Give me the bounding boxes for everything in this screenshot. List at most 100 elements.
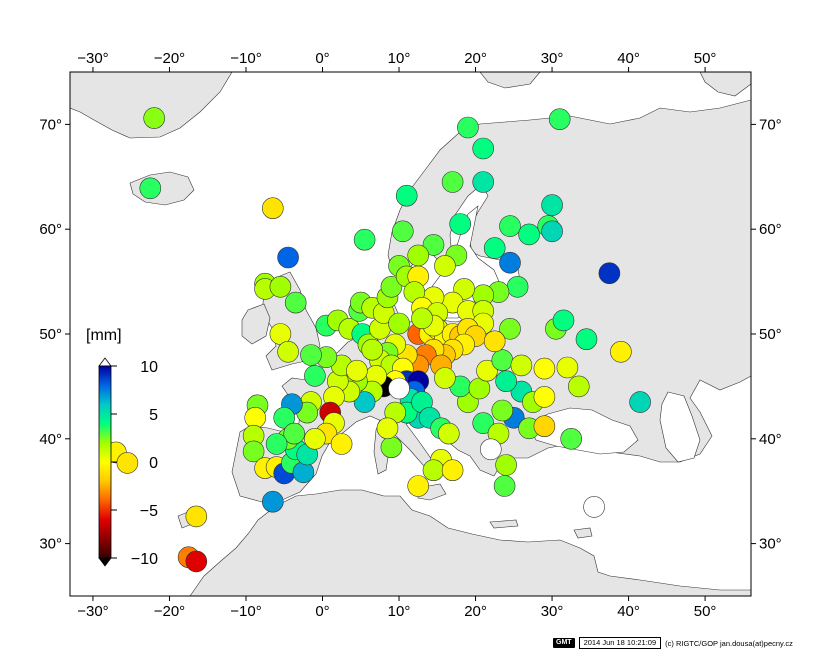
station-marker <box>143 107 165 129</box>
station-marker <box>506 275 529 298</box>
station-marker <box>575 328 598 351</box>
colorbar-tick-label: −10 <box>131 551 158 568</box>
station-marker <box>583 496 605 518</box>
station-marker <box>437 422 460 445</box>
lon-label-top: 20° <box>464 50 487 67</box>
axis-ticks: −30° −30° −20° −20° −10° −10° 0° 0° 10° 10° 20° 20°… <box>39 50 781 620</box>
lat-label-left: 40° <box>39 431 62 448</box>
station-marker <box>434 367 456 389</box>
station-marker <box>541 220 563 243</box>
station-marker <box>472 171 495 193</box>
lon-label-top: 10° <box>388 50 411 67</box>
colorbar-lower-arrow <box>98 557 112 567</box>
station-marker <box>353 391 376 413</box>
station-marker <box>610 340 632 363</box>
station-marker <box>388 377 410 400</box>
station-marker <box>598 262 621 285</box>
station-marker <box>483 237 506 259</box>
station-marker <box>353 228 376 251</box>
station-marker <box>441 171 464 193</box>
lon-label-bottom: −30° <box>77 603 108 620</box>
station-marker <box>472 137 495 160</box>
lon-label-bottom: 0° <box>315 603 329 620</box>
lon-label-bottom: −10° <box>230 603 261 620</box>
crete <box>489 519 519 529</box>
station-marker <box>533 415 556 438</box>
lat-label-left: 60° <box>39 221 62 238</box>
lat-label-left: 70° <box>39 116 62 133</box>
colorbar: [mm] 10 5 0 −5 −10 <box>86 327 158 568</box>
station-marker <box>541 194 563 216</box>
timestamp: 2014 Jun 18 10:21:09 <box>578 637 662 649</box>
station-marker <box>560 427 583 450</box>
station-marker <box>499 317 521 340</box>
lat-label-right: 50° <box>759 326 782 343</box>
lon-label-bottom: −20° <box>154 603 185 620</box>
station-marker <box>434 255 456 277</box>
station-marker <box>495 370 517 393</box>
station-marker <box>476 359 498 382</box>
station-marker <box>407 475 430 497</box>
station-marker <box>261 197 284 219</box>
station-marker <box>493 475 516 497</box>
colorbar-tick-label: 0 <box>149 455 158 472</box>
station-marker <box>346 359 368 382</box>
station-marker <box>300 344 322 366</box>
lat-label-right: 30° <box>759 536 782 553</box>
station-marker <box>533 386 556 408</box>
caspian-sea <box>659 391 701 463</box>
station-markers <box>105 107 651 573</box>
station-marker <box>304 365 326 387</box>
colorbar-tick-label: 10 <box>140 359 158 376</box>
station-marker <box>533 357 556 380</box>
station-marker <box>411 307 433 330</box>
station-marker <box>330 433 353 455</box>
lat-label-left: 30° <box>39 536 62 553</box>
station-marker <box>472 412 495 434</box>
station-marker <box>457 116 479 139</box>
station-marker <box>491 349 514 372</box>
lat-label-right: 40° <box>759 431 782 448</box>
station-marker <box>242 440 265 463</box>
station-marker <box>548 108 571 130</box>
station-marker <box>552 309 575 332</box>
footer-credit: GMT 2014 Jun 18 10:21:09 (c) RIGTC/GOP j… <box>553 637 793 649</box>
black-sea <box>527 407 639 455</box>
station-marker <box>185 550 208 573</box>
station-marker <box>391 220 414 243</box>
station-marker <box>499 215 521 237</box>
station-marker <box>265 433 288 455</box>
greenland <box>69 71 233 139</box>
gmt-logo: GMT <box>553 638 575 648</box>
station-marker <box>380 436 403 459</box>
station-marker <box>283 422 306 445</box>
lon-label-bottom: 50° <box>694 603 717 620</box>
station-marker <box>495 454 517 476</box>
station-marker <box>449 213 472 235</box>
lon-label-bottom: 30° <box>541 603 564 620</box>
station-marker <box>185 505 208 528</box>
station-marker <box>499 251 521 274</box>
lon-label-bottom: 40° <box>617 603 640 620</box>
lon-label-top: 50° <box>694 50 717 67</box>
lat-label-left: 50° <box>39 326 62 343</box>
station-marker <box>139 177 162 200</box>
lon-label-top: 40° <box>617 50 640 67</box>
station-marker <box>395 184 418 207</box>
colorbar-tick-label: 5 <box>149 407 158 424</box>
lon-label-top: 0° <box>315 50 329 67</box>
station-marker <box>441 459 464 482</box>
station-marker <box>491 399 514 422</box>
lon-label-top: 30° <box>541 50 564 67</box>
station-marker <box>380 275 403 298</box>
station-marker <box>483 330 506 353</box>
station-marker <box>407 244 430 267</box>
station-marker <box>479 438 502 461</box>
cyprus <box>573 527 593 539</box>
lon-label-top: −30° <box>77 50 108 67</box>
station-marker <box>261 490 284 513</box>
colorbar-tick-label: −5 <box>140 503 158 520</box>
station-marker <box>304 427 326 450</box>
colorbar-unit-label: [mm] <box>86 327 122 344</box>
